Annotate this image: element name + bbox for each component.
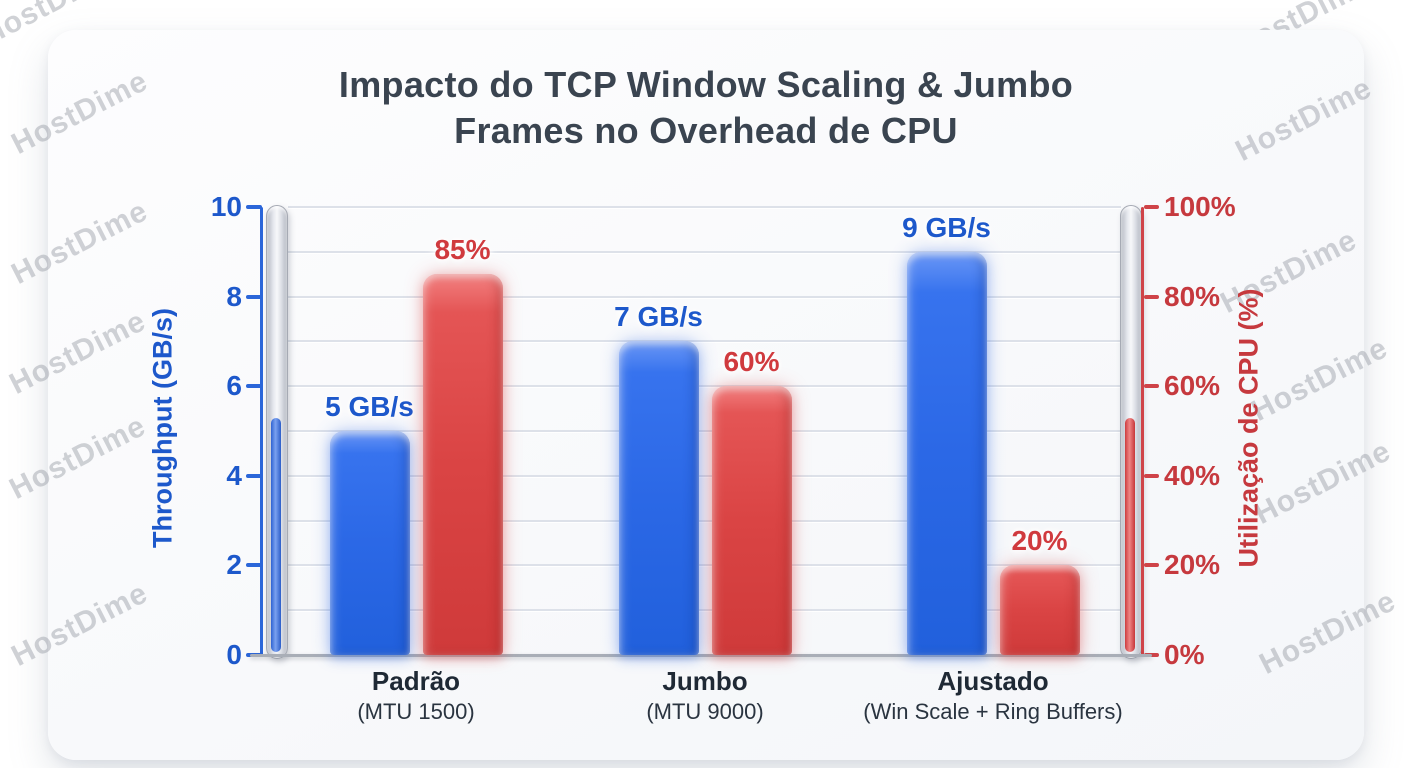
bar-cpu-3 — [999, 565, 1080, 655]
right-axis-title: Utilização de CPU (%) — [1233, 288, 1264, 568]
right-axis-tick-label: 100% — [1164, 191, 1236, 222]
category-sublabel: (MTU 9000) — [646, 699, 764, 724]
bar-value-label-cpu-2: 60% — [723, 346, 780, 378]
bar-throughput-2 — [618, 341, 699, 655]
left-axis-gauge-fill — [271, 418, 281, 652]
left-axis-tick-label: 2 — [226, 549, 242, 581]
gridline — [288, 295, 1121, 298]
gridline — [288, 430, 1121, 432]
right-axis-tick — [1144, 384, 1159, 389]
bar-value-label-throughput-1: 5 GB/s — [325, 391, 414, 422]
left-axis-tick — [246, 473, 262, 478]
right-axis-tick — [1144, 205, 1159, 209]
bar-cpu-2 — [711, 386, 792, 655]
gridline — [288, 564, 1121, 567]
gridline — [288, 250, 1121, 253]
bar-value-label-cpu-1: 85% — [434, 234, 491, 266]
chart-title-line2: Frames no Overhead de CPU — [454, 110, 958, 151]
left-axis-line — [260, 207, 263, 657]
right-axis-tick-label: 0% — [1164, 639, 1205, 670]
bar-throughput-1 — [329, 431, 410, 655]
bar-throughput-3 — [906, 251, 987, 655]
chart-title-line1: Impacto do TCP Window Scaling & Jumbo — [338, 64, 1074, 105]
category-sublabel: (Win Scale + Ring Buffers) — [863, 699, 1123, 724]
right-axis-tick-label: 60% — [1164, 370, 1221, 402]
gridline — [288, 340, 1121, 343]
category-label: Ajustado — [937, 666, 1049, 696]
right-axis-gauge-fill — [1125, 418, 1135, 652]
gridline — [288, 385, 1121, 388]
left-axis-title: Throughput (GB/s) — [147, 308, 178, 548]
gridline — [288, 609, 1121, 612]
x-axis-category-2: Jumbo (MTU 9000) — [646, 666, 763, 726]
left-axis-tick-label: 4 — [226, 459, 242, 491]
left-axis-tick-label: 0 — [226, 639, 242, 670]
right-axis-tick-label: 20% — [1164, 549, 1221, 581]
left-axis-tick — [246, 563, 262, 568]
gridline — [288, 206, 1121, 208]
category-label: Padrão — [371, 666, 461, 696]
right-axis-line — [1141, 207, 1144, 657]
category-sublabel: (MTU 1500) — [357, 699, 475, 724]
gridline — [288, 519, 1121, 522]
right-axis-tick-label: 40% — [1164, 459, 1221, 491]
left-axis-tick-label: 6 — [226, 370, 242, 402]
right-axis-tick — [1144, 473, 1159, 478]
category-label: Jumbo — [662, 666, 748, 696]
bar-value-label-throughput-2: 7 GB/s — [614, 301, 703, 333]
bar-value-label-throughput-3: 9 GB/s — [902, 211, 991, 243]
right-axis-tick-label: 80% — [1164, 280, 1221, 312]
gridline — [288, 474, 1121, 477]
left-axis-tick-label: 8 — [226, 280, 242, 312]
right-axis-tick — [1144, 563, 1159, 568]
left-axis-tick — [246, 205, 262, 209]
bar-cpu-1 — [422, 274, 503, 655]
x-axis-baseline — [250, 654, 1152, 657]
left-axis-tick — [246, 384, 262, 389]
chart-title: Impacto do TCP Window Scaling & Jumbo Fr… — [48, 62, 1364, 154]
left-axis-tick — [246, 294, 262, 299]
right-axis-tick — [1144, 294, 1159, 299]
bar-value-label-cpu-3: 20% — [1011, 525, 1068, 557]
left-axis-tick-label: 10 — [210, 191, 242, 222]
x-axis-category-1: Padrão (MTU 1500) — [357, 666, 474, 726]
x-axis-category-3: Ajustado (Win Scale + Ring Buffers) — [863, 666, 1122, 726]
